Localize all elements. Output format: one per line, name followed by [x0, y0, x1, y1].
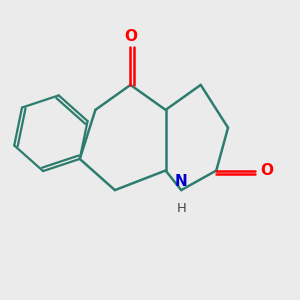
Text: N: N	[175, 174, 188, 189]
Text: O: O	[124, 28, 137, 44]
Text: O: O	[260, 163, 273, 178]
Text: H: H	[176, 202, 186, 215]
